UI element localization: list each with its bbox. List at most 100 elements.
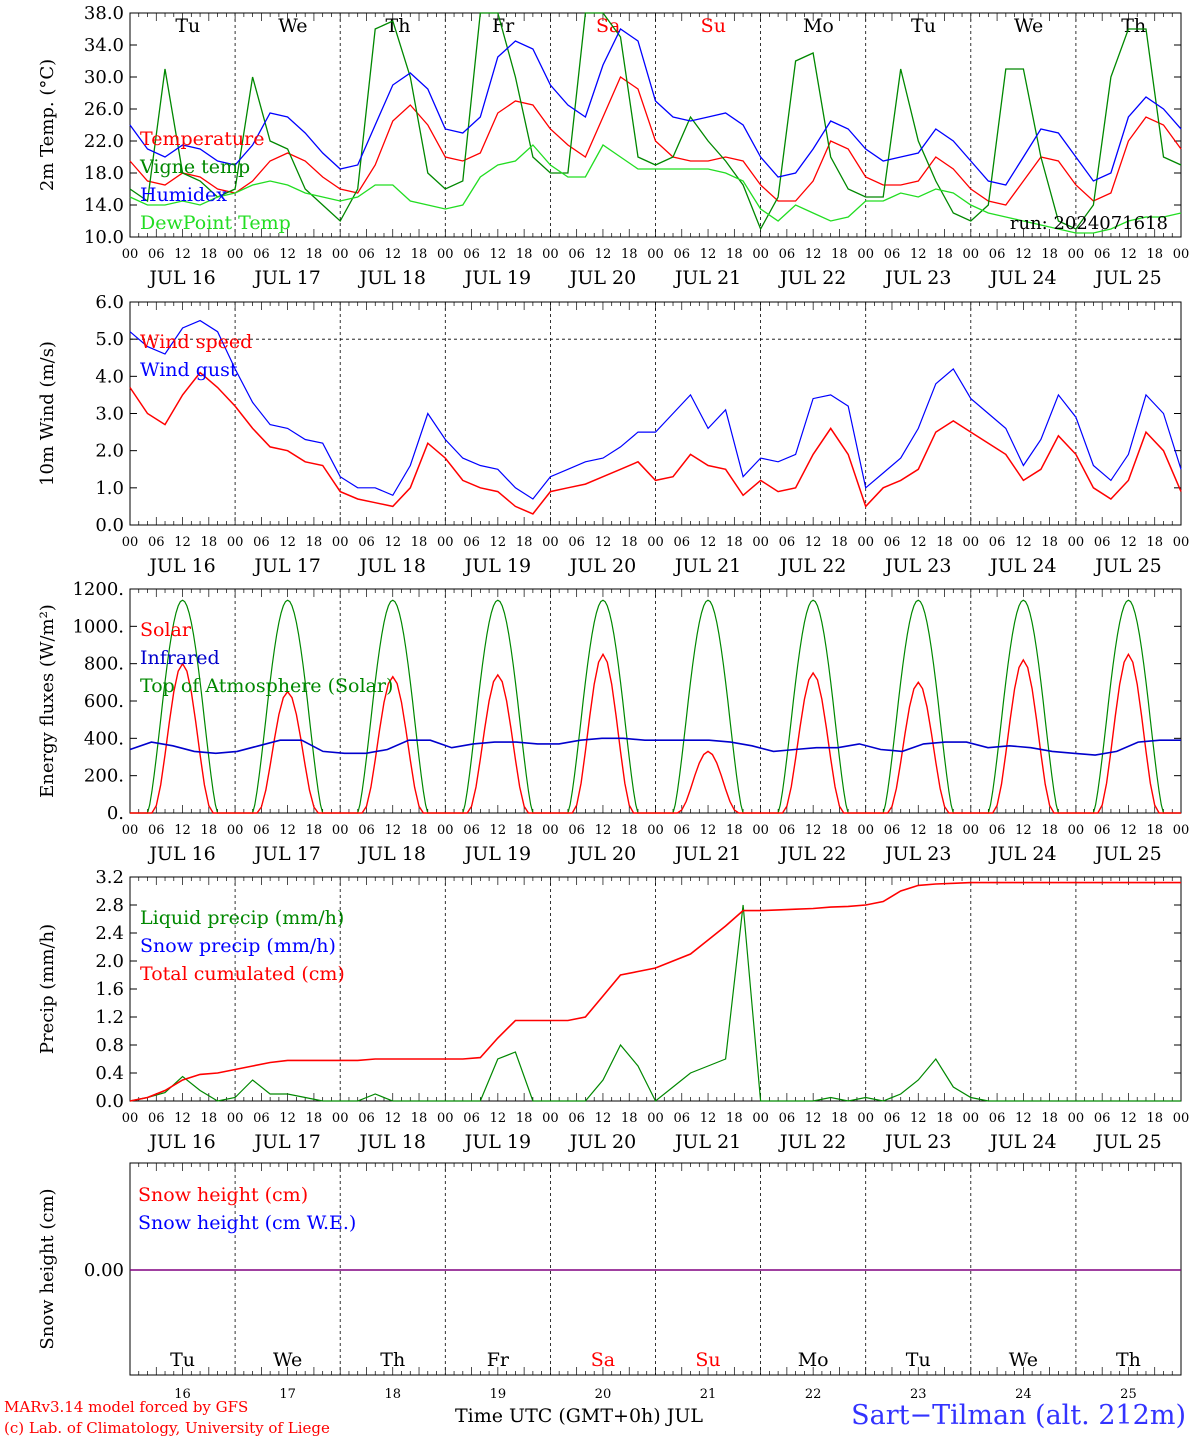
- x-hour-label: 12: [1015, 535, 1032, 550]
- x-hour-label: 00: [752, 823, 769, 838]
- x-date-label: JUL 24: [988, 1131, 1056, 1153]
- x-hour-label: 18: [516, 535, 533, 550]
- x-hour-label: 12: [595, 535, 612, 550]
- series-infrared: [129, 737, 1181, 756]
- run-label: run: 2024071618: [1010, 213, 1168, 234]
- legend-entry: Snow precip (mm/h): [140, 935, 336, 957]
- x-date-label: JUL 21: [673, 267, 741, 289]
- x-hour-label: 00: [122, 247, 139, 262]
- legend-entry: Humidex: [140, 184, 227, 206]
- day-number-label: 17: [279, 1387, 296, 1402]
- y-tick-label: 14.0: [84, 195, 124, 216]
- x-hour-label: 00: [332, 247, 349, 262]
- x-hour-label: 12: [490, 247, 507, 262]
- x-hour-label: 18: [936, 535, 953, 550]
- panel-frame: [129, 588, 1182, 814]
- legend-entry: Wind speed: [140, 331, 252, 353]
- x-hour-label: 18: [411, 823, 428, 838]
- weekday-label: Th: [380, 1349, 405, 1371]
- x-hour-label: 00: [963, 823, 980, 838]
- x-hour-label: 06: [1094, 247, 1111, 262]
- x-date-label: JUL 22: [778, 1131, 846, 1153]
- x-hour-label: 00: [1173, 247, 1190, 262]
- y-tick-label: 38.0: [84, 3, 124, 24]
- weekday-label: Tu: [170, 1349, 195, 1371]
- weekday-label: Th: [1116, 1349, 1141, 1371]
- x-date-label: JUL 16: [147, 555, 215, 577]
- weekday-label: Fr: [487, 1349, 510, 1371]
- x-hour-label: 06: [989, 1111, 1006, 1126]
- weekday-label: Mo: [798, 1349, 829, 1371]
- x-hour-label: 12: [700, 535, 717, 550]
- weekday-label: Fr: [492, 15, 515, 37]
- x-hour-label: 12: [174, 247, 191, 262]
- x-date-label: JUL 17: [252, 267, 320, 289]
- legend-entry: Total cumulated (cm): [140, 963, 345, 985]
- x-hour-label: 00: [857, 535, 874, 550]
- x-hour-label: 00: [542, 247, 559, 262]
- series-total-cumulated: [129, 881, 1181, 1102]
- x-hour-label: 18: [1041, 535, 1058, 550]
- x-hour-label: 18: [831, 535, 848, 550]
- x-hour-label: 18: [516, 1111, 533, 1126]
- x-date-label: JUL 18: [358, 843, 426, 865]
- y-tick-label: 10.0: [84, 227, 124, 248]
- weekday-label: Tu: [906, 1349, 931, 1371]
- x-date-label: JUL 25: [1093, 1131, 1161, 1153]
- x-hour-label: 06: [884, 535, 901, 550]
- x-hour-label: 06: [568, 823, 585, 838]
- x-date-label: JUL 23: [883, 555, 951, 577]
- x-hour-label: 06: [253, 535, 270, 550]
- x-date-label: JUL 19: [463, 1131, 531, 1153]
- x-hour-label: 18: [726, 535, 743, 550]
- x-hour-label: 12: [700, 247, 717, 262]
- day-number-label: 20: [595, 1387, 612, 1402]
- x-hour-label: 12: [1120, 247, 1137, 262]
- x-hour-label: 06: [568, 247, 585, 262]
- y-tick-label: 600.: [84, 691, 124, 712]
- x-hour-label: 12: [384, 247, 401, 262]
- y-axis-label: 2m Temp. (°C): [37, 59, 58, 191]
- x-hour-label: 18: [726, 1111, 743, 1126]
- panel-frame: [129, 12, 1182, 238]
- x-hour-label: 00: [647, 1111, 664, 1126]
- panel-5: Snow height (cm) 0.00 Snow height (cm) Snow…: [37, 1162, 1182, 1402]
- x-hour-label: 06: [884, 823, 901, 838]
- x-hour-label: 00: [752, 247, 769, 262]
- x-hour-label: 18: [306, 247, 323, 262]
- x-hour-label: 18: [306, 535, 323, 550]
- x-hour-label: 12: [595, 247, 612, 262]
- y-axis-label: Precip (mm/h): [37, 924, 58, 1054]
- legend-entry: Snow height (cm W.E.): [138, 1212, 356, 1234]
- x-hour-label: 00: [647, 823, 664, 838]
- x-date-label: JUL 22: [778, 555, 846, 577]
- x-hour-label: 06: [674, 823, 691, 838]
- x-hour-label: 18: [831, 1111, 848, 1126]
- x-hour-label: 18: [1146, 247, 1163, 262]
- day-number-label: 19: [490, 1387, 507, 1402]
- x-hour-label: 06: [148, 535, 165, 550]
- x-hour-label: 06: [463, 535, 480, 550]
- y-tick-label: 4.0: [95, 366, 124, 387]
- day-number-label: 18: [384, 1387, 401, 1402]
- x-hour-label: 06: [253, 823, 270, 838]
- x-date-label: JUL 20: [568, 555, 636, 577]
- x-date-label: JUL 24: [988, 555, 1056, 577]
- x-hour-label: 00: [963, 1111, 980, 1126]
- x-hour-label: 12: [1120, 1111, 1137, 1126]
- x-hour-label: 00: [1173, 1111, 1190, 1126]
- x-hour-label: 12: [490, 1111, 507, 1126]
- x-date-label: JUL 19: [463, 267, 531, 289]
- x-hour-label: 00: [647, 535, 664, 550]
- x-hour-label: 00: [332, 1111, 349, 1126]
- x-hour-label: 18: [201, 535, 218, 550]
- x-hour-label: 18: [621, 823, 638, 838]
- station-name: Sart−Tilman (alt. 212m): [851, 1400, 1186, 1431]
- x-hour-label: 12: [805, 247, 822, 262]
- x-date-label: JUL 23: [883, 267, 951, 289]
- x-hour-label: 06: [674, 1111, 691, 1126]
- x-date-label: JUL 20: [568, 1131, 636, 1153]
- x-hour-label: 06: [884, 1111, 901, 1126]
- day-number-label: 22: [805, 1387, 822, 1402]
